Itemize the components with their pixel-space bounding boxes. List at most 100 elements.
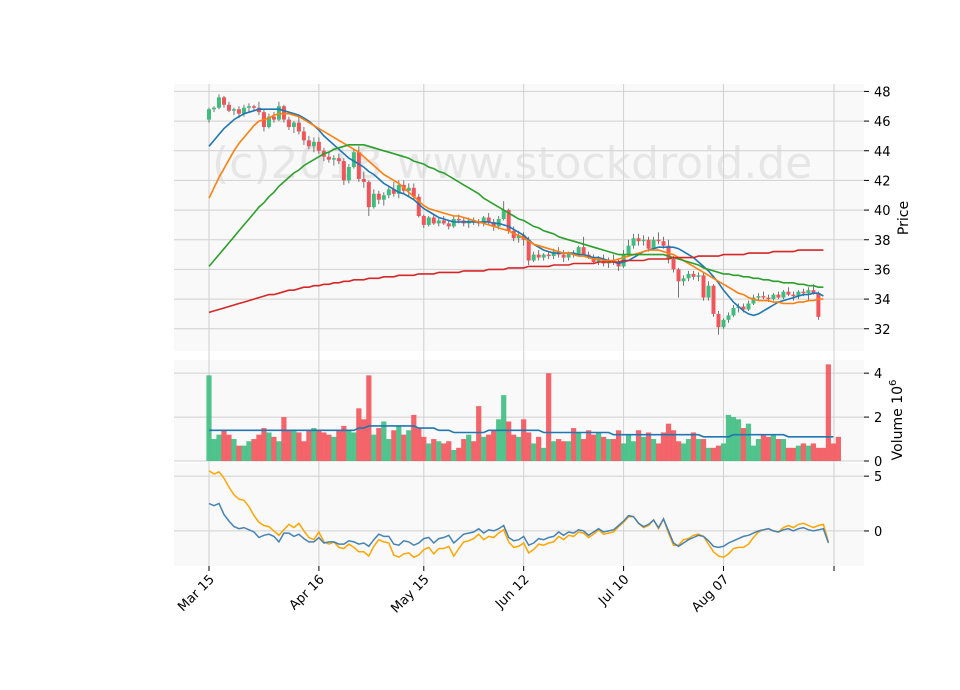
- candle-body-down: [786, 291, 791, 295]
- volume-bar: [665, 423, 672, 461]
- volume-bar: [536, 436, 542, 461]
- price-y-tick-label: 40: [874, 204, 891, 219]
- volume-bar: [221, 430, 227, 461]
- volume-bar: [610, 439, 617, 461]
- volume-bar: [511, 434, 517, 461]
- price-panel-background: [174, 84, 864, 351]
- candle-body-up: [631, 238, 636, 246]
- volume-bar: [755, 439, 762, 461]
- volume-bar: [371, 434, 377, 461]
- volume-bar: [501, 395, 507, 461]
- price-panel: [207, 94, 824, 335]
- volume-bar: [351, 432, 357, 461]
- volume-bar: [780, 439, 787, 461]
- candle-body-down: [486, 217, 491, 222]
- volume-bar: [516, 436, 522, 461]
- candle-body-down: [691, 273, 696, 277]
- volume-bar: [596, 432, 602, 461]
- candle-body-up: [311, 141, 316, 147]
- x-tick-label: Jun 12: [492, 572, 532, 612]
- volume-bar: [815, 447, 821, 461]
- price-y-tick-label: 32: [874, 323, 891, 338]
- moving-average-line-2: [208, 112, 824, 305]
- volume-bar: [261, 428, 267, 461]
- candle-body-up: [207, 109, 211, 120]
- volume-bar: [655, 443, 662, 461]
- volume-bar: [461, 439, 467, 461]
- volume-bar: [630, 441, 637, 461]
- volume-bar: [231, 439, 237, 461]
- candle-body-up: [501, 210, 506, 219]
- candle-body-up: [806, 290, 811, 294]
- volume-bar: [326, 434, 332, 461]
- volume-bar: [740, 428, 747, 461]
- candle-body-down: [791, 294, 796, 297]
- volume-bar: [720, 443, 727, 461]
- candle-body-up: [371, 193, 376, 208]
- volume-bar: [556, 439, 562, 461]
- volume-bar: [401, 434, 407, 461]
- candle-body-down: [251, 106, 256, 108]
- volume-bar: [760, 434, 767, 461]
- volume-bar: [521, 419, 527, 461]
- x-tick-label: Aug 07: [689, 572, 732, 615]
- x-tick-label: Jul 10: [595, 572, 632, 609]
- candle-body-down: [391, 189, 396, 194]
- candle-body-down: [341, 161, 346, 181]
- volume-bar: [635, 430, 642, 461]
- volume-bar: [640, 436, 647, 461]
- volume-bar: [790, 447, 797, 461]
- volume-bar: [211, 439, 217, 461]
- volume-bar: [236, 445, 242, 461]
- volume-bar: [615, 430, 622, 461]
- volume-bar: [581, 439, 587, 461]
- volume-bar: [606, 439, 612, 461]
- volume-bar: [750, 445, 757, 461]
- candle-body-up: [686, 273, 691, 279]
- candle-body-up: [541, 254, 546, 258]
- candle-body-up: [346, 167, 351, 181]
- candle-body-down: [416, 196, 421, 217]
- candle-body-down: [301, 131, 306, 141]
- volume-bar: [805, 445, 811, 461]
- watermark-text: (c)2018 www.stockdroid.de: [212, 138, 812, 189]
- candle-body-down: [766, 297, 771, 300]
- candle-body-down: [431, 217, 436, 224]
- volume-bar: [546, 373, 552, 461]
- volume-bar: [311, 428, 317, 461]
- candle-body-up: [696, 275, 701, 277]
- indicator-line-2: [208, 502, 830, 549]
- candle-body-down: [316, 141, 321, 151]
- indicator-panel: [208, 470, 830, 559]
- volume-bar: [451, 450, 457, 461]
- candle-body-down: [221, 97, 226, 105]
- indicator-line-1: [208, 470, 830, 559]
- price-y-tick-label: 44: [874, 145, 891, 160]
- candle-body-up: [651, 239, 656, 249]
- volume-bar: [765, 436, 772, 461]
- volume-bar: [421, 436, 427, 461]
- candle-body-down: [526, 239, 531, 261]
- candle-body-down: [646, 239, 651, 249]
- volume-bar: [226, 434, 232, 461]
- volume-bar: [396, 425, 402, 461]
- volume-y-tick-label: 0: [874, 455, 882, 470]
- volume-bar: [586, 430, 592, 461]
- volume-bar: [785, 447, 792, 461]
- candle-body-down: [581, 247, 586, 255]
- volume-panel: [206, 364, 841, 461]
- volume-bar: [301, 441, 307, 461]
- volume-bar: [266, 432, 272, 461]
- candle-body-up: [266, 116, 271, 128]
- indicator-y-tick-label: 5: [874, 470, 882, 485]
- volume-bar: [551, 441, 557, 461]
- candle-body-down: [271, 116, 276, 120]
- volume-bar: [601, 436, 607, 461]
- volume-bar: [576, 432, 582, 461]
- volume-bar: [650, 439, 657, 461]
- candle-body-up: [246, 106, 251, 108]
- candle-body-up: [796, 291, 801, 297]
- volume-bar: [825, 364, 831, 461]
- volume-bar: [506, 421, 512, 461]
- volume-bar: [411, 414, 417, 461]
